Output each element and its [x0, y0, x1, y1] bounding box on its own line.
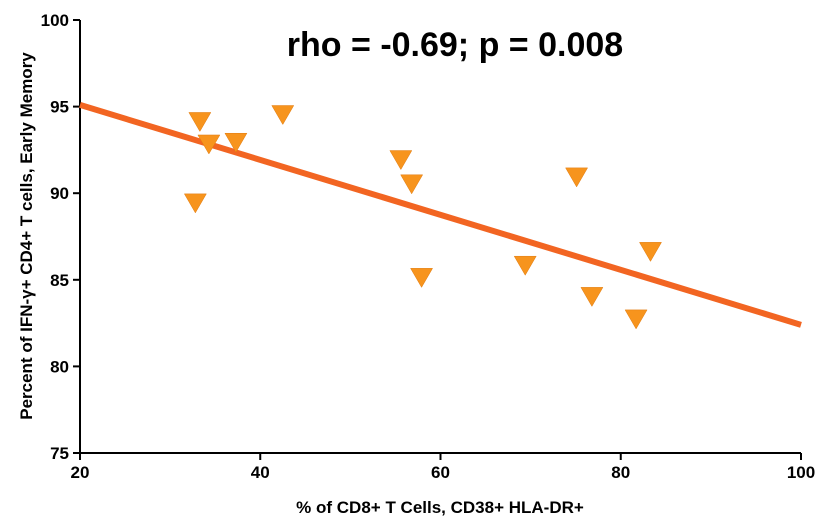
x-tick-label: 60	[431, 463, 450, 482]
data-point	[197, 134, 221, 155]
x-tick-label: 100	[787, 463, 815, 482]
x-axis-label: % of CD8+ T Cells, CD38+ HLA-DR+	[296, 498, 584, 517]
chart-annotation: rho = -0.69; p = 0.008	[287, 26, 623, 64]
y-ticks: 75 80 85 90 95 100	[41, 11, 80, 463]
data-point	[389, 150, 413, 171]
x-tick-label: 40	[251, 463, 270, 482]
data-point	[400, 174, 424, 195]
y-tick-label: 75	[50, 444, 69, 463]
data-point	[580, 287, 604, 307]
fit-layer	[79, 101, 802, 328]
x-ticks: 20 40 60 80 100	[71, 453, 815, 482]
data-point	[224, 132, 248, 153]
y-tick-label: 80	[50, 357, 69, 376]
data-point	[271, 105, 295, 126]
points-layer	[183, 105, 662, 330]
x-tick-label: 80	[611, 463, 630, 482]
y-tick-label: 95	[50, 98, 69, 117]
x-tick-label: 20	[71, 463, 90, 482]
data-point	[565, 167, 589, 188]
y-tick-label: 85	[50, 271, 69, 290]
y-axis-label: Percent of IFN-γ+ CD4+ T cells, Early Me…	[17, 52, 36, 420]
data-point	[183, 193, 207, 214]
regression-line	[79, 101, 802, 328]
y-tick-label: 100	[41, 11, 69, 30]
data-point	[410, 268, 434, 288]
y-tick-label: 90	[50, 184, 69, 203]
data-point	[624, 309, 648, 330]
data-point	[513, 255, 537, 276]
data-point	[639, 242, 662, 262]
axes: 75 80 85 90 95 100 20 40 60 80 100	[41, 11, 816, 482]
data-point	[188, 112, 212, 132]
